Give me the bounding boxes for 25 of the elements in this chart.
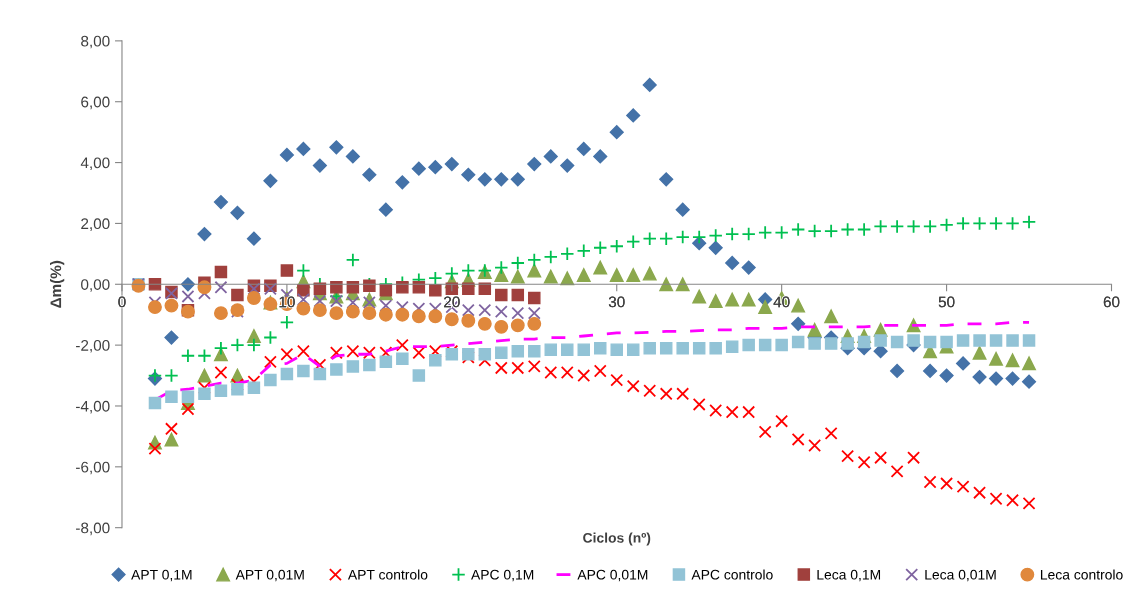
y-axis-title: Δm(%) (50, 260, 65, 308)
legend-label: APC 0,01M (577, 569, 648, 582)
y-tick-label: -6,00 (76, 461, 110, 475)
legend-label: Leca 0,1M (817, 569, 881, 582)
y-tick-label: -2,00 (76, 339, 110, 353)
x-tick-label: 0 (118, 296, 126, 308)
y-tick-label: 4,00 (80, 157, 110, 171)
legend-label: APT 0,1M (131, 569, 192, 582)
x-tick-label: 20 (444, 296, 460, 308)
legend-label: Leca controlo (1040, 569, 1123, 580)
x-tick-label: 50 (938, 296, 955, 308)
y-tick-label: -4,00 (76, 400, 110, 414)
y-tick-label: 6,00 (81, 96, 110, 110)
legend-label: APC 0,1M (471, 569, 534, 582)
legend-label: APC controlo (691, 569, 773, 580)
y-tick-label: -8,00 (76, 522, 110, 536)
legend-label: Leca 0,01M (925, 569, 996, 582)
x-tick-label: 30 (608, 296, 625, 308)
y-tick-label: 2,00 (81, 218, 110, 231)
legend-label: APT controlo (347, 569, 428, 580)
y-tick-label: 0,00 (81, 279, 110, 292)
legend-label: APT 0,01M (235, 569, 304, 582)
y-tick-label: 8,00 (81, 35, 110, 49)
x-axis-title: Ciclos (nº) (583, 532, 651, 546)
x-tick-label: 60 (1103, 296, 1120, 308)
